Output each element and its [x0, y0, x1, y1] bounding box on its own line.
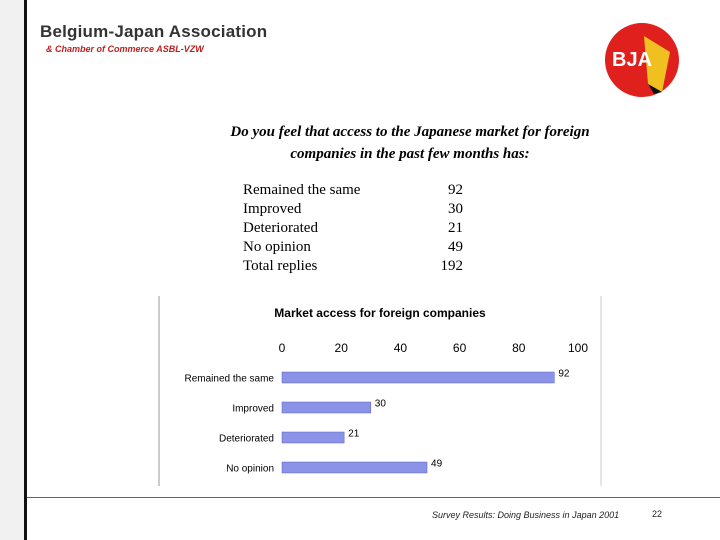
chart-bar — [281, 371, 555, 384]
results-value: 21 — [448, 220, 463, 236]
results-value: 92 — [448, 182, 463, 198]
results-row: Improved 30 — [243, 200, 473, 219]
chart-title: Market access for foreign companies — [274, 306, 486, 320]
results-label: Improved — [243, 201, 302, 217]
results-row: Deteriorated 21 — [243, 219, 473, 238]
survey-question-line-2: companies in the past few months has: — [290, 146, 530, 162]
organization-subtitle: & Chamber of Commerce ASBL-VZW — [46, 44, 204, 54]
bja-logo-text: BJA — [612, 49, 652, 71]
survey-question-line-1: Do you feel that access to the Japanese … — [230, 124, 590, 140]
results-value: 192 — [440, 258, 464, 274]
chart-category-label: Remained the same — [185, 374, 275, 385]
chart-category-label: No opinion — [226, 464, 274, 475]
chart-data-label: 30 — [375, 399, 387, 410]
left-decorative-strip — [0, 0, 24, 540]
left-vertical-rule — [24, 0, 27, 540]
bja-logo-flag — [644, 36, 670, 92]
results-value: 49 — [448, 239, 463, 255]
results-label: Total replies — [243, 258, 318, 274]
chart-bar — [281, 431, 345, 444]
chart-tick-label: 0 — [279, 341, 286, 355]
results-label: No opinion — [243, 239, 311, 255]
chart-bar — [281, 401, 372, 414]
chart-category-label: Improved — [232, 404, 274, 415]
page-number: 22 — [652, 509, 663, 519]
chart-data-label: 49 — [431, 459, 443, 470]
chart-data-label: 21 — [348, 429, 360, 440]
results-row: Remained the same 92 — [243, 181, 473, 200]
chart-tick-label: 20 — [335, 341, 349, 355]
chart-tick-label: 60 — [453, 341, 467, 355]
footer-source: Survey Results: Doing Business in Japan … — [432, 510, 620, 520]
bja-logo-shadow — [648, 84, 662, 94]
chart-tick-label: 40 — [394, 341, 408, 355]
chart-x-axis: 0 20 40 60 80 100 — [279, 341, 589, 355]
chart-category-label: Deteriorated — [219, 434, 274, 445]
results-table: Remained the same 92 Improved 30 Deterio… — [243, 181, 473, 276]
results-row: No opinion 49 — [243, 238, 473, 257]
results-row: Total replies 192 — [243, 257, 473, 276]
chart-tick-label: 100 — [568, 341, 588, 355]
chart-bar — [281, 461, 428, 474]
organization-header: Belgium-Japan Association & Chamber of C… — [40, 22, 267, 54]
organization-name: Belgium-Japan Association — [40, 22, 268, 41]
chart-canvas: Market access for foreign companies 0 20 4… — [158, 296, 602, 486]
results-label: Remained the same — [243, 182, 361, 198]
chart-tick-label: 80 — [512, 341, 526, 355]
results-value: 30 — [448, 201, 463, 217]
footer-rule — [27, 497, 720, 498]
chart-data-label: 92 — [558, 369, 570, 380]
bja-logo: BJA — [605, 23, 679, 97]
results-label: Deteriorated — [243, 220, 318, 236]
market-access-chart: Market access for foreign companies 0 20 4… — [158, 296, 602, 486]
chart-bars: Remained the same 92 Improved 30 Deteriorate… — [185, 369, 570, 475]
survey-question: Do you feel that access to the Japanese … — [150, 121, 670, 165]
